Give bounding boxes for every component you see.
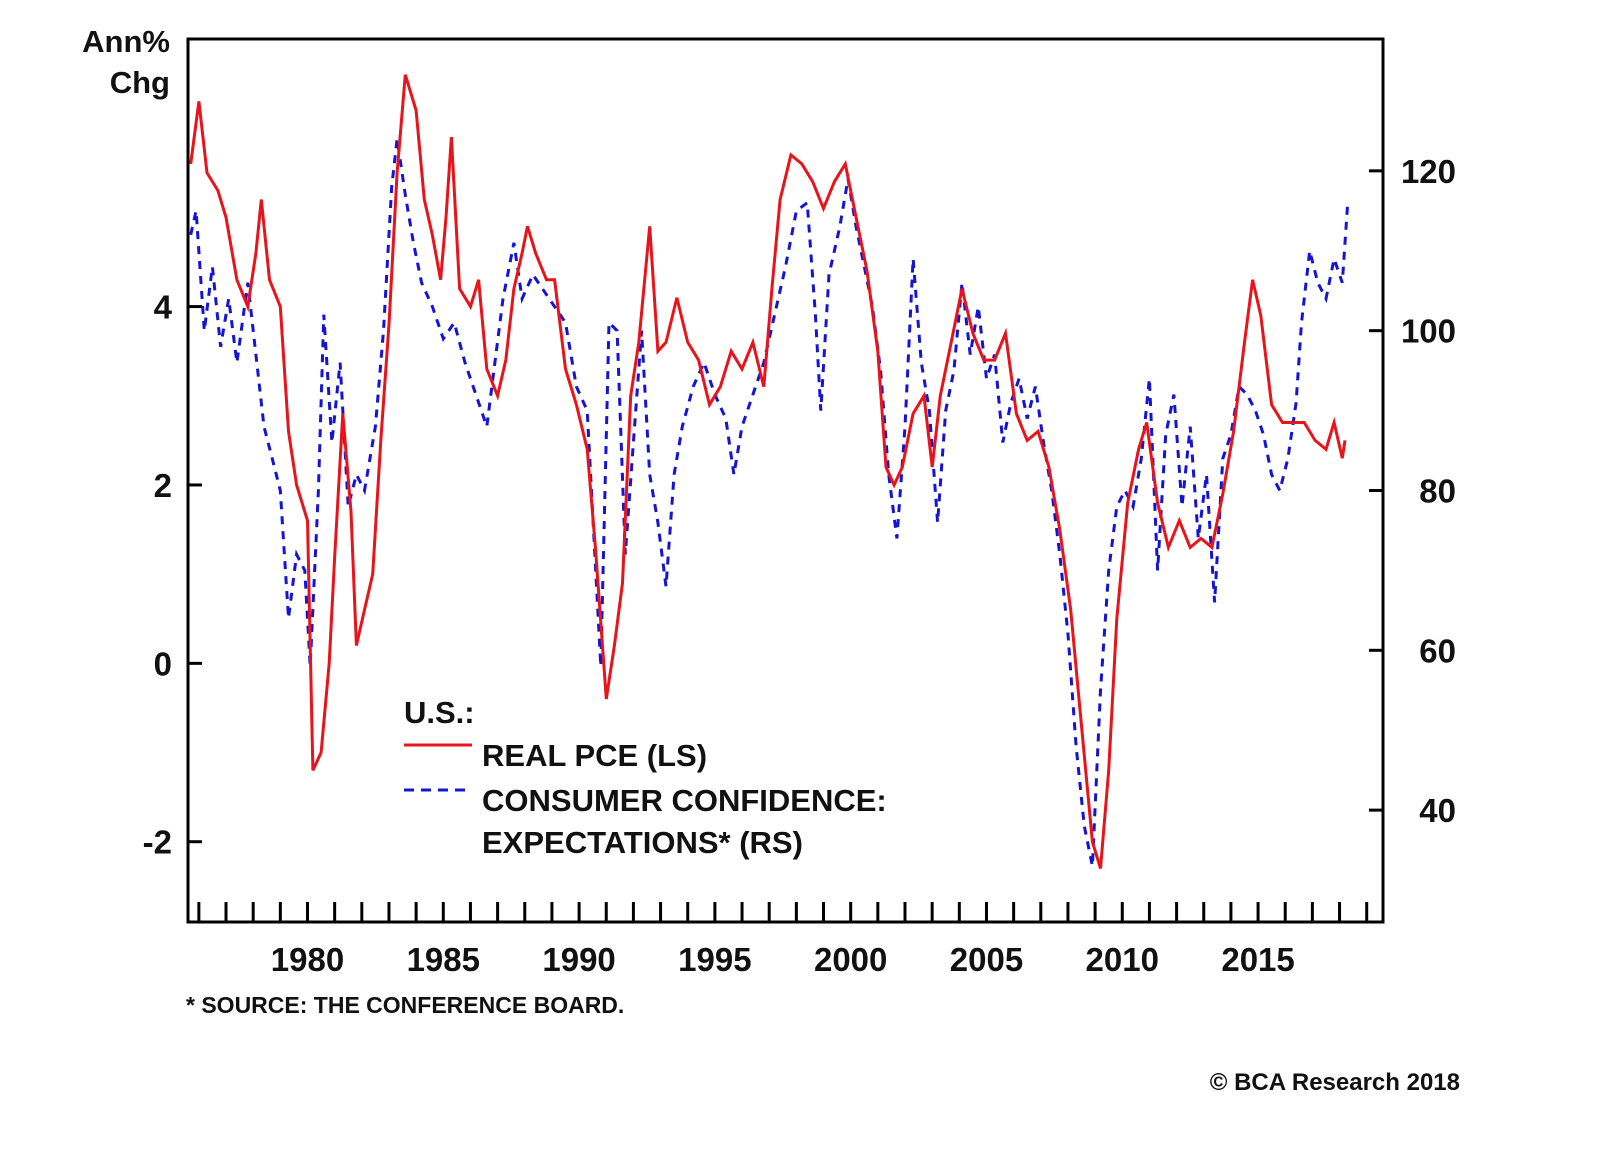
legend-header: U.S.:: [404, 695, 475, 730]
left-axis-tick-label: 0: [154, 645, 172, 682]
x-axis-tick-label: 1995: [678, 941, 751, 978]
copyright-notice: © BCA Research 2018: [1210, 1069, 1460, 1096]
plot-frame: [186, 37, 1385, 924]
legend-label-consumer-confidence-line1: CONSUMER CONFIDENCE:: [482, 783, 887, 818]
right-axis-tick-label: 100: [1401, 313, 1456, 350]
x-axis-tick-label: 1985: [407, 941, 480, 978]
x-axis-tick-label: 2005: [950, 941, 1023, 978]
left-axis-tick-label: -2: [143, 824, 172, 861]
x-axis-tick-label: 2015: [1221, 941, 1294, 978]
x-axis-tick-label: 1980: [271, 941, 344, 978]
legend: U.S.: REAL PCE (LS) CONSUMER CONFIDENCE:…: [404, 695, 887, 860]
left-axis-title-line2: Chg: [110, 65, 170, 100]
x-axis-tick-label: 2010: [1086, 941, 1159, 978]
x-axis-tick-label: 2000: [814, 941, 887, 978]
series-layer: [189, 74, 1350, 869]
left-axis-tick-label: 4: [154, 289, 173, 326]
right-axis-tick-label: 80: [1419, 472, 1456, 509]
right-axis-tick-label: 60: [1419, 632, 1456, 669]
legend-label-real-pce: REAL PCE (LS): [482, 738, 707, 773]
right-axis-tick-label: 40: [1419, 792, 1456, 829]
legend-label-consumer-confidence-line2: EXPECTATIONS* (RS): [482, 825, 803, 860]
x-axis-tick-label: 1990: [542, 941, 615, 978]
left-axis-tick-label: 2: [154, 467, 172, 504]
source-footnote: * SOURCE: THE CONFERENCE BOARD.: [186, 992, 624, 1018]
ticks-layer: 4 2 0 -2 120 100 80 60 40 1980 1985 1990 1995 2000 200…: [143, 153, 1456, 978]
series-line-consumer-confidence: [189, 138, 1350, 867]
series-line-real-pce: [189, 74, 1347, 869]
left-axis-title-line1: Ann%: [82, 24, 170, 59]
right-axis-tick-label: 120: [1401, 153, 1456, 190]
